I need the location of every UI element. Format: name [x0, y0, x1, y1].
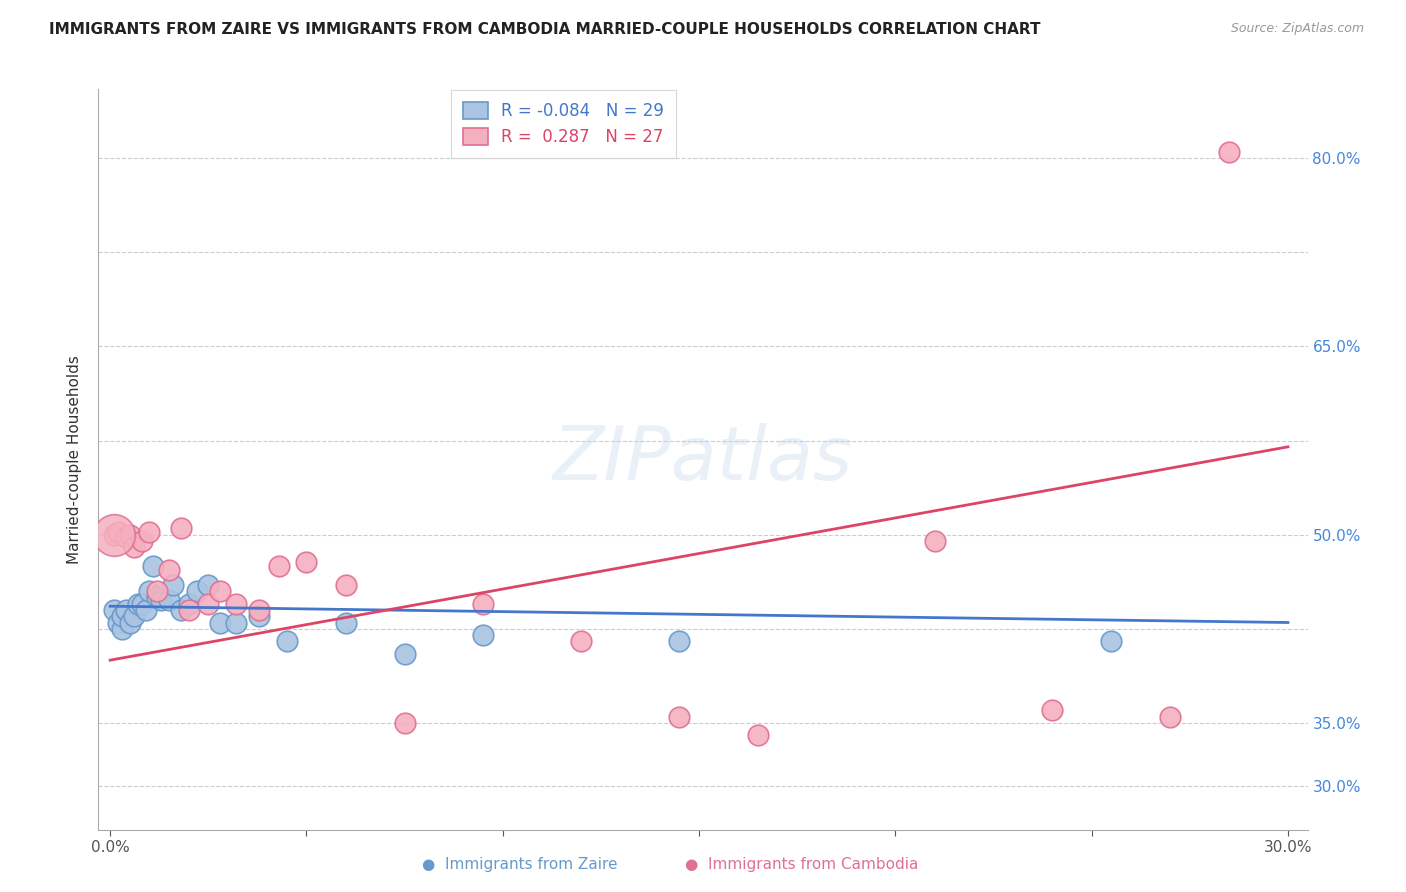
Point: [295, 555, 318, 569]
Point: [146, 584, 169, 599]
Point: [146, 591, 169, 605]
Point: [197, 578, 219, 592]
Point: [225, 615, 247, 630]
Point: [197, 597, 219, 611]
Point: [111, 609, 134, 624]
Point: [142, 559, 165, 574]
Text: Source: ZipAtlas.com: Source: ZipAtlas.com: [1230, 22, 1364, 36]
Text: IMMIGRANTS FROM ZAIRE VS IMMIGRANTS FROM CAMBODIA MARRIED-COUPLE HOUSEHOLDS CORR: IMMIGRANTS FROM ZAIRE VS IMMIGRANTS FROM…: [49, 22, 1040, 37]
Point: [668, 709, 690, 723]
Point: [103, 527, 125, 541]
Point: [157, 593, 180, 607]
Point: [209, 584, 232, 599]
Text: ZIPatlas: ZIPatlas: [553, 424, 853, 495]
Point: [118, 615, 141, 630]
Point: [122, 540, 145, 554]
Point: [394, 715, 416, 730]
Point: [668, 634, 690, 648]
Point: [111, 622, 134, 636]
Point: [472, 628, 495, 642]
Point: [103, 603, 125, 617]
Point: [107, 525, 129, 540]
Point: [747, 728, 769, 742]
Point: [138, 525, 160, 540]
Point: [103, 527, 125, 541]
Point: [394, 647, 416, 661]
Point: [225, 597, 247, 611]
Point: [335, 615, 357, 630]
Point: [127, 597, 149, 611]
Point: [115, 603, 138, 617]
Point: [177, 597, 200, 611]
Point: [1218, 145, 1240, 159]
Point: [1159, 709, 1181, 723]
Text: ●  Immigrants from Zaire: ● Immigrants from Zaire: [422, 857, 619, 872]
Point: [115, 530, 138, 544]
Point: [135, 603, 157, 617]
Point: [924, 533, 946, 548]
Point: [162, 578, 184, 592]
Point: [335, 578, 357, 592]
Point: [150, 593, 173, 607]
Point: [267, 559, 290, 574]
Point: [170, 521, 193, 535]
Point: [131, 597, 153, 611]
Point: [569, 634, 592, 648]
Point: [472, 597, 495, 611]
Point: [247, 609, 270, 624]
Point: [177, 603, 200, 617]
Point: [1042, 703, 1064, 717]
Y-axis label: Married-couple Households: Married-couple Households: [67, 355, 83, 564]
Point: [170, 603, 193, 617]
Point: [122, 609, 145, 624]
Point: [131, 533, 153, 548]
Text: ●  Immigrants from Cambodia: ● Immigrants from Cambodia: [685, 857, 918, 872]
Point: [1099, 634, 1122, 648]
Point: [186, 584, 208, 599]
Point: [138, 584, 160, 599]
Point: [209, 615, 232, 630]
Legend: R = -0.084   N = 29, R =  0.287   N = 27: R = -0.084 N = 29, R = 0.287 N = 27: [451, 90, 676, 158]
Point: [107, 615, 129, 630]
Point: [276, 634, 298, 648]
Point: [247, 603, 270, 617]
Point: [157, 563, 180, 577]
Point: [118, 527, 141, 541]
